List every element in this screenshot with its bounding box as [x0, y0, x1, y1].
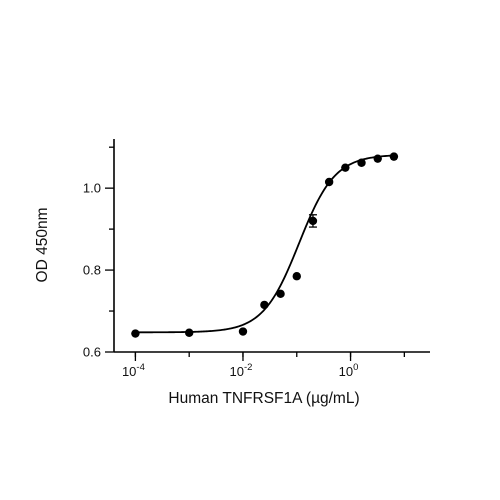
data-point	[357, 158, 366, 167]
data-point	[292, 272, 301, 281]
data-point	[260, 300, 269, 310]
data-point	[184, 328, 194, 337]
y-ticks: 0.6 0.8 1.0	[83, 146, 114, 360]
x-axis-title: Human TNFRSF1A (µg/mL)	[168, 390, 359, 407]
data-point	[308, 216, 318, 226]
y-axis-title: OD 450nm	[34, 208, 51, 283]
plot-area	[131, 152, 399, 338]
axes	[113, 139, 430, 353]
data-point	[341, 163, 350, 172]
x-ticks: 10-4 10-2 100	[122, 352, 405, 379]
data-point	[238, 327, 248, 336]
data-point	[276, 289, 285, 299]
data-point	[131, 329, 140, 338]
x-tick-label: 10-4	[122, 362, 145, 379]
fit-curve	[135, 154, 394, 334]
x-tick-label: 100	[339, 362, 359, 379]
y-tick-label: 0.8	[83, 263, 101, 278]
y-tick-label: 1.0	[83, 181, 101, 196]
data-points	[131, 152, 399, 338]
y-tick-label: 0.6	[83, 345, 101, 360]
x-tick-label: 10-2	[230, 362, 253, 379]
data-point	[373, 154, 382, 163]
data-point	[389, 152, 399, 161]
data-point	[324, 177, 334, 187]
